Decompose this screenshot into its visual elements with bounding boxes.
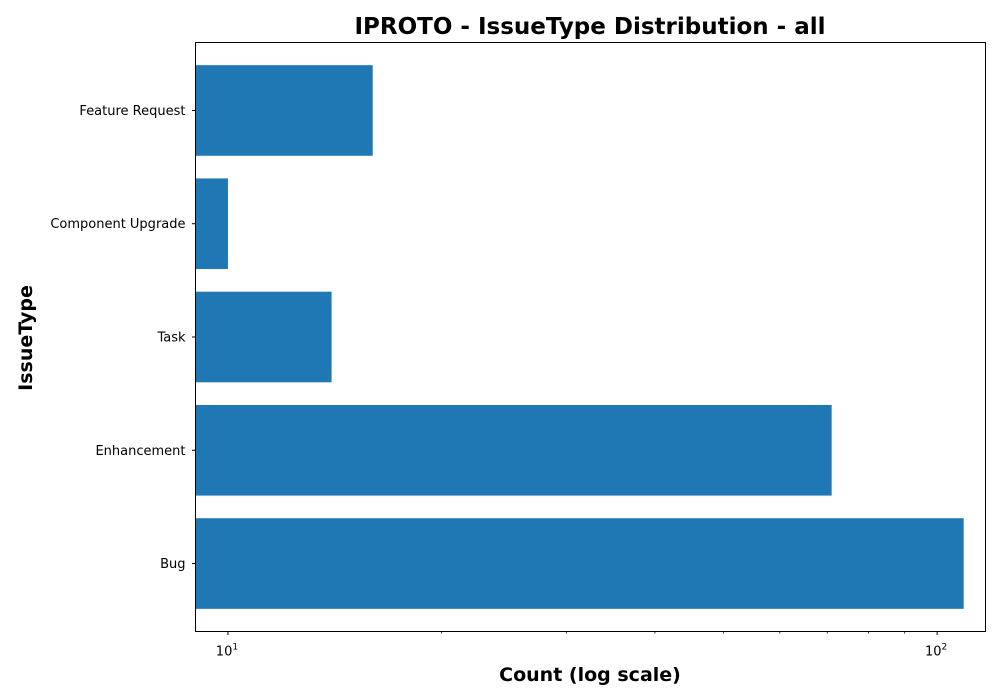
x-ticks-group: 101 102 bbox=[216, 631, 947, 660]
bar-enhancement bbox=[195, 404, 832, 496]
bars-group bbox=[195, 65, 964, 609]
y-tick-label-task: Task bbox=[156, 331, 186, 346]
y-axis-label: IssueType bbox=[15, 285, 37, 391]
bar-feature-request bbox=[195, 65, 373, 156]
y-tick-label-feature-request: Feature Request bbox=[79, 104, 185, 119]
bar-component-upgrade bbox=[195, 178, 228, 270]
plot-frame bbox=[195, 42, 986, 632]
bar-task bbox=[195, 291, 332, 383]
y-tick-label-bug: Bug bbox=[160, 557, 185, 572]
y-ticks-group: Bug Enhancement Task Component Upgrade Featu… bbox=[50, 104, 196, 572]
x-axis-label: Count (log scale) bbox=[499, 664, 681, 686]
bar-bug bbox=[195, 518, 964, 609]
y-tick-label-enhancement: Enhancement bbox=[95, 444, 185, 459]
x-tick-label: 101 bbox=[216, 643, 238, 660]
y-tick-label-component-upgrade: Component Upgrade bbox=[50, 217, 185, 232]
x-tick-label: 102 bbox=[925, 643, 947, 660]
chart-title: IPROTO - IssueType Distribution - all bbox=[354, 14, 825, 40]
